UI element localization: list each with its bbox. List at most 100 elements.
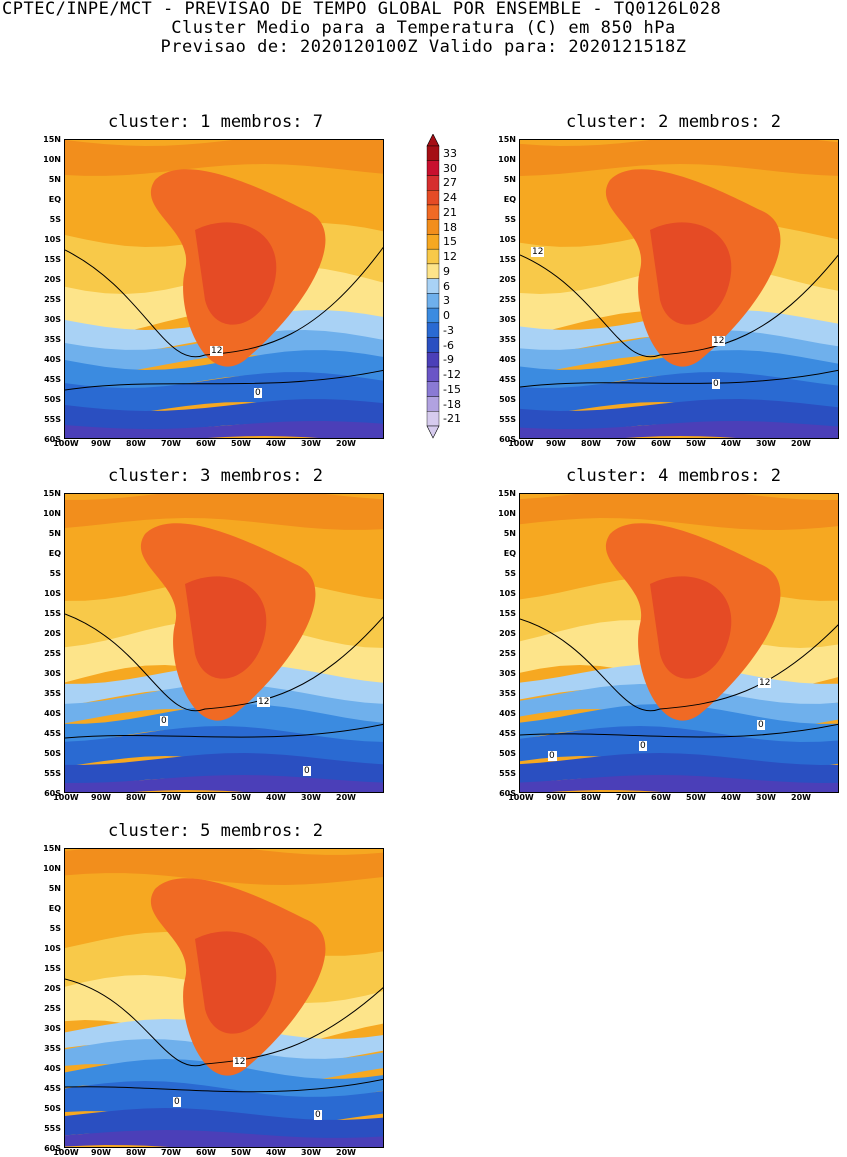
- lon-tick-label: 30W: [301, 1148, 321, 1157]
- lon-tick-label: 40W: [266, 439, 286, 448]
- lat-tick-label: 30S: [44, 669, 61, 678]
- lat-tick-label: 10S: [44, 944, 61, 953]
- lat-tick-label: 35S: [499, 335, 516, 344]
- lat-tick-label: 20S: [44, 275, 61, 284]
- lon-tick-label: 50W: [231, 439, 251, 448]
- lon-tick-label: 30W: [301, 439, 321, 448]
- colorbar-label: 33: [443, 147, 457, 160]
- lat-tick-label: 20S: [499, 629, 516, 638]
- lat-tick-label: 25S: [44, 1004, 61, 1013]
- colorbar-label: -18: [443, 397, 461, 411]
- colorbar: 33 30 27 24 21 18 15 12 9 6 3 0 -3 -6 -9 -12 -15 -18 -21: [425, 134, 485, 439]
- colorbar-swatch: [426, 322, 440, 338]
- lon-tick-label: 80W: [126, 1148, 146, 1157]
- lon-tick-label: 40W: [266, 793, 286, 802]
- lat-tick-label: 55S: [44, 415, 61, 424]
- colorbar-swatch: [426, 278, 440, 294]
- contour-label: 0: [548, 751, 556, 761]
- lat-tick-label: 40S: [499, 355, 516, 364]
- lon-tick-label: 70W: [161, 1148, 181, 1157]
- lat-tick-label: 25S: [44, 295, 61, 304]
- lon-tick-label: 90W: [91, 793, 111, 802]
- contour-label: 0: [173, 1097, 181, 1107]
- colorbar-label: 3: [443, 294, 450, 308]
- lat-tick-label: 40S: [44, 355, 61, 364]
- lon-tick-label: 40W: [721, 793, 741, 802]
- lat-tick-label: EQ: [48, 904, 61, 913]
- panel-title-4: cluster: 4 membros: 2: [566, 466, 781, 486]
- colorbar-label: 27: [443, 176, 457, 190]
- panel-title-5: cluster: 5 membros: 2: [108, 821, 323, 841]
- lon-tick-label: 30W: [301, 793, 321, 802]
- forecast-map-2: [519, 139, 839, 439]
- colorbar-label: -6: [443, 338, 454, 352]
- lat-tick-label: 10S: [499, 235, 516, 244]
- colorbar-label: 15: [443, 235, 457, 249]
- colorbar-swatch: [426, 204, 440, 220]
- lon-tick-label: 20W: [336, 1148, 356, 1157]
- lat-tick-label: 15S: [44, 964, 61, 973]
- colorbar-label: 9: [443, 264, 450, 278]
- lon-tick-label: 50W: [686, 439, 706, 448]
- lat-tick-label: 5S: [504, 215, 516, 224]
- lon-tick-label: 70W: [616, 793, 636, 802]
- lat-tick-label: 55S: [499, 415, 516, 424]
- lon-tick-label: 40W: [266, 1148, 286, 1157]
- header-line-2: Cluster Medio para a Temperatura (C) em …: [171, 18, 676, 38]
- contour-label: 0: [757, 720, 765, 730]
- lat-tick-label: 15N: [498, 489, 516, 498]
- contour-label: 0: [254, 388, 262, 398]
- colorbar-swatch: [426, 219, 440, 235]
- lat-tick-label: 15N: [43, 135, 61, 144]
- colorbar-swatch: [426, 160, 440, 176]
- lon-tick-label: 70W: [616, 439, 636, 448]
- lon-tick-label: 60W: [196, 439, 216, 448]
- lat-tick-label: 15S: [44, 255, 61, 264]
- lon-tick-label: 80W: [126, 793, 146, 802]
- colorbar-swatch: [426, 293, 440, 309]
- colorbar-swatch: [426, 337, 440, 353]
- lat-tick-label: 30S: [44, 315, 61, 324]
- lat-tick-label: 45S: [44, 1084, 61, 1093]
- lat-tick-label: 5N: [48, 529, 61, 538]
- lat-tick-label: 45S: [499, 729, 516, 738]
- colorbar-swatch: [426, 234, 440, 250]
- lat-tick-label: EQ: [48, 195, 61, 204]
- colorbar-label: -9: [443, 353, 454, 367]
- lat-tick-label: 25S: [499, 649, 516, 658]
- colorbar-swatch: [426, 352, 440, 368]
- colorbar-swatch: [426, 411, 440, 427]
- lon-tick-label: 80W: [126, 439, 146, 448]
- lon-tick-label: 100W: [53, 439, 79, 448]
- lat-tick-label: 35S: [44, 689, 61, 698]
- lon-tick-label: 90W: [91, 439, 111, 448]
- contour-label: 0: [314, 1110, 322, 1120]
- lon-tick-label: 90W: [546, 439, 566, 448]
- lat-tick-label: EQ: [48, 549, 61, 558]
- colorbar-swatch: [426, 307, 440, 324]
- lon-tick-label: 80W: [581, 439, 601, 448]
- lat-tick-label: 10N: [498, 509, 516, 518]
- lon-tick-label: 50W: [231, 793, 251, 802]
- lat-tick-label: 50S: [499, 395, 516, 404]
- colorbar-label: 21: [443, 205, 457, 219]
- colorbar-swatch: [426, 190, 440, 206]
- colorbar-label: 24: [443, 191, 457, 205]
- lat-tick-label: 40S: [44, 1064, 61, 1073]
- lat-tick-label: 35S: [44, 335, 61, 344]
- forecast-map-4: [519, 493, 839, 793]
- lat-tick-label: 10N: [43, 864, 61, 873]
- lat-tick-label: 60S: [499, 789, 516, 798]
- contour-label: 12: [758, 678, 772, 688]
- lon-tick-label: 30W: [756, 439, 776, 448]
- lat-tick-label: 60S: [499, 435, 516, 444]
- contour-label: 12: [257, 697, 271, 707]
- lon-tick-label: 20W: [791, 439, 811, 448]
- lat-tick-label: 10N: [43, 509, 61, 518]
- colorbar-swatch: [426, 366, 440, 382]
- lat-tick-label: 5S: [504, 569, 516, 578]
- lat-tick-label: 50S: [44, 395, 61, 404]
- lat-tick-label: 20S: [44, 984, 61, 993]
- lat-tick-label: 40S: [44, 709, 61, 718]
- colorbar-swatch: [426, 248, 440, 265]
